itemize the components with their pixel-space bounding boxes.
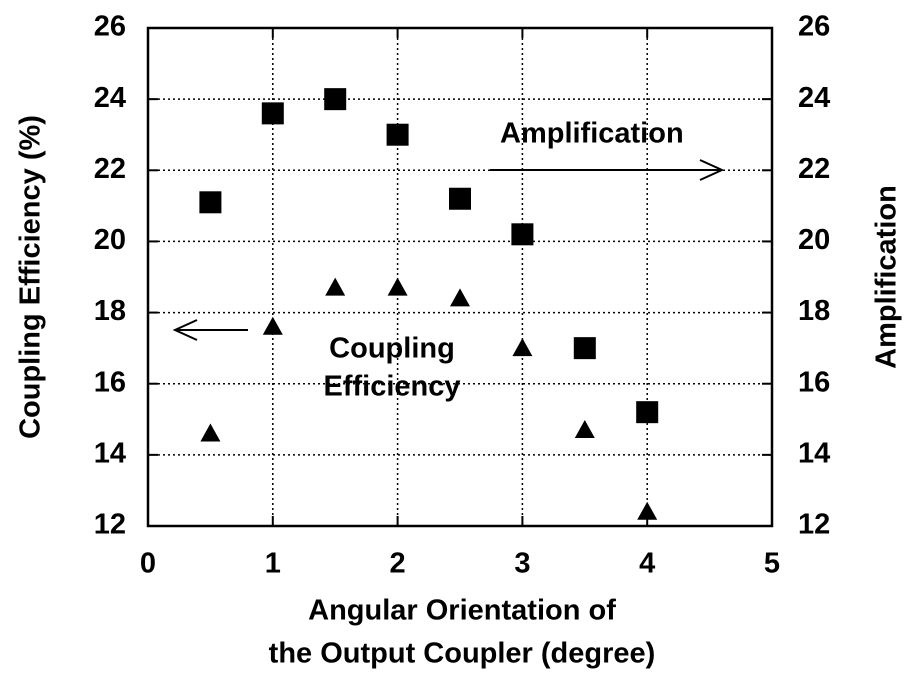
square-marker xyxy=(261,102,284,125)
x-tick-label: 2 xyxy=(390,548,406,580)
arrow-head xyxy=(699,159,725,181)
annotation: Amplification xyxy=(500,118,684,150)
triangle-marker xyxy=(450,288,470,307)
y2-tick-label: 20 xyxy=(798,224,830,256)
square-marker xyxy=(511,223,534,246)
square-marker xyxy=(573,337,596,360)
y-axis-label: Coupling Efficiency (%) xyxy=(15,115,47,439)
y2-tick-label: 22 xyxy=(798,153,830,185)
y-tick-label: 16 xyxy=(94,366,126,398)
y2-axis-label: Amplification xyxy=(871,185,903,369)
square-marker xyxy=(449,187,471,210)
annotation: Efficiency xyxy=(324,371,461,403)
x-tick-label: 1 xyxy=(265,548,281,580)
y2-tick-label: 26 xyxy=(798,11,830,43)
annotation: Coupling xyxy=(329,333,455,365)
x-axis-label: the Output Coupler (degree) xyxy=(269,638,656,670)
y-tick-label: 22 xyxy=(94,153,126,185)
triangle-marker xyxy=(637,501,658,520)
y2-tick-label: 24 xyxy=(798,82,830,114)
y2-tick-label: 16 xyxy=(798,366,830,398)
plot-frame xyxy=(146,26,774,528)
triangle-marker xyxy=(512,338,533,357)
x-tick-label: 0 xyxy=(140,548,156,580)
y-tick-label: 26 xyxy=(94,11,126,43)
square-marker xyxy=(324,88,347,111)
triangle-marker xyxy=(387,277,408,296)
y-tick-label: 24 xyxy=(94,82,126,114)
x-tick-label: 5 xyxy=(764,548,780,580)
triangle-marker xyxy=(262,316,283,335)
y-tick-label: 14 xyxy=(94,438,126,470)
y2-tick-label: 18 xyxy=(798,295,830,327)
triangle-marker xyxy=(574,419,595,438)
square-marker xyxy=(386,123,409,146)
square-marker xyxy=(199,191,222,214)
x-axis-label: Angular Orientation of xyxy=(308,595,616,627)
triangle-marker xyxy=(325,277,346,296)
square-marker xyxy=(636,401,659,424)
y-tick-label: 12 xyxy=(94,509,126,541)
y-tick-label: 18 xyxy=(94,295,126,327)
arrow-head xyxy=(172,319,198,341)
y2-tick-label: 14 xyxy=(798,438,830,470)
y-tick-label: 20 xyxy=(94,224,126,256)
x-tick-label: 3 xyxy=(514,548,530,580)
triangle-marker xyxy=(200,423,221,442)
x-tick-label: 4 xyxy=(639,548,655,580)
y2-tick-label: 12 xyxy=(798,509,830,541)
